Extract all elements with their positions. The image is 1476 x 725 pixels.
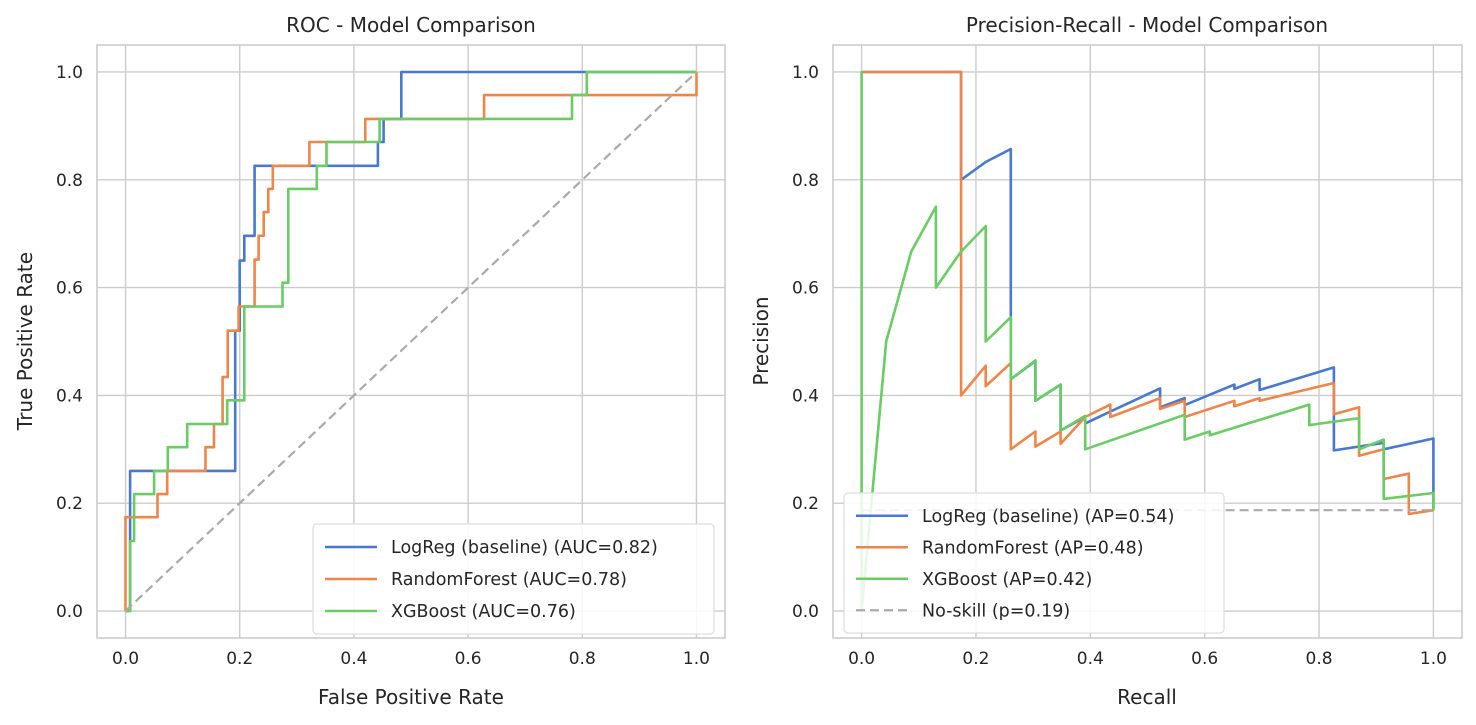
pr-y-tick-label: 0.4 — [792, 386, 819, 406]
roc-y-tick-label: 1.0 — [56, 63, 83, 83]
pr-series-line-0 — [861, 70, 1435, 509]
roc-x-tick-label: 0.4 — [340, 649, 367, 669]
roc-x-ticks: 0.0 0.2 0.4 0.6 0.8 1.0 — [112, 649, 710, 669]
roc-y-tick-label: 0.2 — [56, 494, 83, 514]
pr-title: Precision-Recall - Model Comparison — [966, 13, 1328, 37]
roc-series-line-3 — [124, 71, 698, 612]
roc-y-tick-label: 0.0 — [56, 602, 83, 622]
pr-legend: LogReg (baseline) (AP=0.54) RandomForest … — [843, 492, 1225, 634]
roc-legend-box — [312, 523, 715, 635]
roc-y-axis-label: True Positive Rate — [13, 252, 37, 431]
pr-x-axis-label: Recall — [1117, 685, 1177, 709]
pr-y-tick-label: 0.8 — [792, 171, 819, 191]
pr-panel: Precision-Recall - Model Comparison 0.0 0… — [749, 13, 1463, 709]
pr-y-tick-label: 0.0 — [792, 602, 819, 622]
roc-x-tick-label: 0.8 — [569, 649, 596, 669]
pr-series-line-2 — [860, 70, 1435, 613]
roc-plot-frame — [96, 44, 726, 639]
pr-x-ticks: 0.0 0.2 0.4 0.6 0.8 1.0 — [848, 649, 1447, 669]
pr-legend-box — [843, 492, 1225, 634]
roc-y-tick-label: 0.4 — [56, 386, 83, 406]
pr-y-tick-label: 0.6 — [792, 279, 819, 299]
pr-x-tick-label: 0.6 — [1191, 649, 1218, 669]
pr-legend-label: No-skill (p=0.19) — [922, 601, 1070, 621]
roc-legend: LogReg (baseline) (AUC=0.82) RandomForest… — [312, 523, 715, 635]
pr-legend-label: LogReg (baseline) (AP=0.54) — [922, 507, 1174, 527]
roc-y-tick-label: 0.6 — [56, 279, 83, 299]
roc-legend-label: LogReg (baseline) (AUC=0.82) — [391, 538, 658, 558]
pr-x-tick-label: 0.0 — [848, 649, 875, 669]
roc-series-line-2 — [125, 70, 697, 613]
pr-x-tick-label: 0.8 — [1306, 649, 1333, 669]
roc-x-tick-label: 1.0 — [683, 649, 710, 669]
roc-x-tick-label: 0.0 — [112, 649, 139, 669]
pr-x-tick-label: 0.4 — [1077, 649, 1104, 669]
roc-panel: ROC - Model Comparison 0.0 0.2 0.4 0.6 0.8 1.… — [13, 13, 726, 709]
roc-y-tick-label: 0.8 — [56, 171, 83, 191]
roc-x-axis-label: False Positive Rate — [318, 685, 504, 709]
roc-x-tick-label: 0.2 — [226, 649, 253, 669]
pr-y-axis-label: Precision — [749, 296, 773, 385]
pr-x-tick-label: 0.2 — [962, 649, 989, 669]
roc-series-group — [124, 70, 698, 613]
roc-grid — [97, 45, 725, 638]
roc-y-ticks: 0.0 0.2 0.4 0.6 0.8 1.0 — [56, 63, 83, 622]
roc-x-tick-label: 0.6 — [455, 649, 482, 669]
pr-y-tick-label: 0.2 — [792, 494, 819, 514]
roc-title: ROC - Model Comparison — [286, 13, 536, 37]
pr-x-tick-label: 1.0 — [1420, 649, 1447, 669]
roc-legend-label: XGBoost (AUC=0.76) — [391, 602, 576, 622]
pr-y-ticks: 0.0 0.2 0.4 0.6 0.8 1.0 — [792, 63, 819, 622]
roc-legend-label: RandomForest (AUC=0.78) — [391, 570, 627, 590]
pr-plot-frame — [832, 44, 1463, 639]
pr-legend-label: XGBoost (AP=0.42) — [922, 570, 1092, 590]
roc-series-line-1 — [124, 72, 698, 611]
pr-y-tick-label: 1.0 — [792, 63, 819, 83]
pr-legend-label: RandomForest (AP=0.48) — [922, 538, 1144, 558]
